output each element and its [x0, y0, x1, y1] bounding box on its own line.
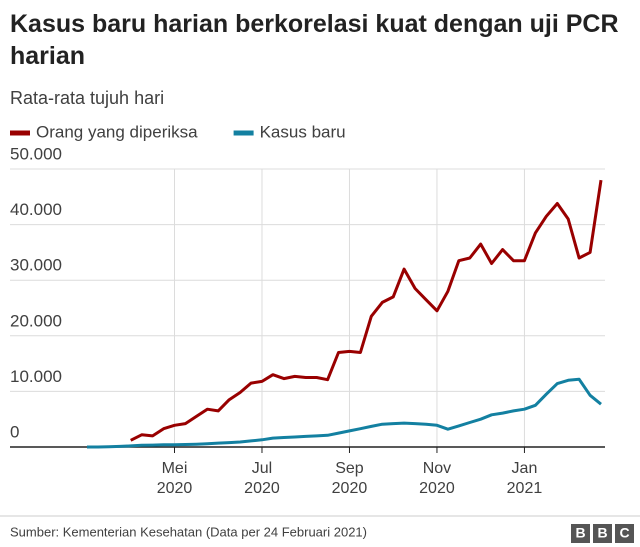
x-tick-label: Nov 2020	[419, 460, 455, 497]
y-tick-label: 50.000	[10, 144, 62, 163]
y-tick-label: 20.000	[10, 311, 62, 330]
y-tick-label: 40.000	[10, 200, 62, 219]
legend-label: Kasus baru	[260, 122, 346, 141]
y-tick-label: 30.000	[10, 256, 62, 275]
svg-text:B: B	[575, 525, 585, 541]
x-tick-label: Jul 2020	[244, 460, 280, 497]
y-tick-label: 10.000	[10, 367, 62, 386]
legend-label: Orang yang diperiksa	[36, 122, 198, 141]
series-line	[130, 179, 603, 442]
x-tick-label: Jan 2021	[507, 460, 543, 497]
source: Sumber: Kementerian Kesehatan (Data per …	[10, 524, 367, 539]
svg-text:C: C	[619, 525, 629, 541]
svg-text:B: B	[597, 525, 607, 541]
chart-subtitle: Rata-rata tujuh hari	[10, 88, 165, 108]
x-tick-label: Sep 2020	[332, 460, 368, 497]
chart-title: Kasus baru harian berkorelasi kuat denga…	[10, 10, 619, 70]
y-tick-label: 0	[10, 422, 19, 441]
x-tick-label: Mei 2020	[157, 460, 193, 497]
series-line	[87, 377, 602, 449]
